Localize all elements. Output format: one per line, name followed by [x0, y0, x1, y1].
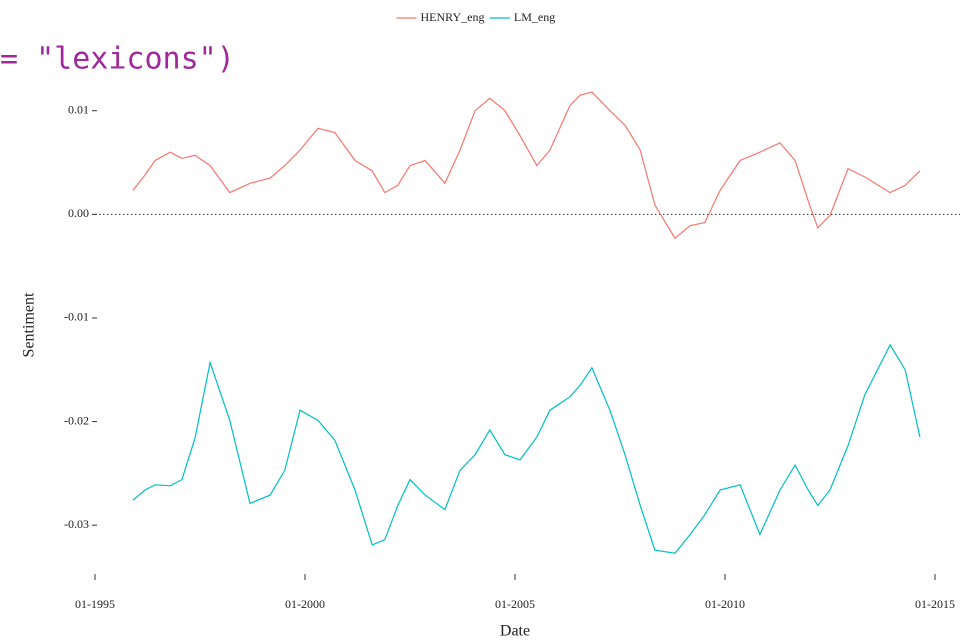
x-axis-title: Date [500, 623, 530, 640]
series-line [132, 91, 921, 240]
x-tick-label: 01-1995 [75, 597, 115, 611]
y-tick-label: 0.00 [68, 206, 89, 220]
legend-label: LM_eng [514, 10, 555, 24]
legend-label: HENRY_eng [421, 10, 485, 24]
y-tick-label: -0.03 [64, 517, 89, 531]
code-overlay: = "lexicons") [0, 42, 235, 77]
x-tick-label: 01-2010 [705, 597, 745, 611]
x-tick-label: 01-2000 [285, 597, 325, 611]
x-tick-label: 01-2005 [495, 597, 535, 611]
y-tick-label: 0.01 [68, 102, 89, 116]
series-line [132, 343, 921, 554]
x-tick-label: 01-2015 [915, 597, 955, 611]
y-tick-label: -0.01 [64, 310, 89, 324]
y-tick-label: -0.02 [64, 413, 89, 427]
y-axis-title: Sentiment [21, 292, 38, 357]
